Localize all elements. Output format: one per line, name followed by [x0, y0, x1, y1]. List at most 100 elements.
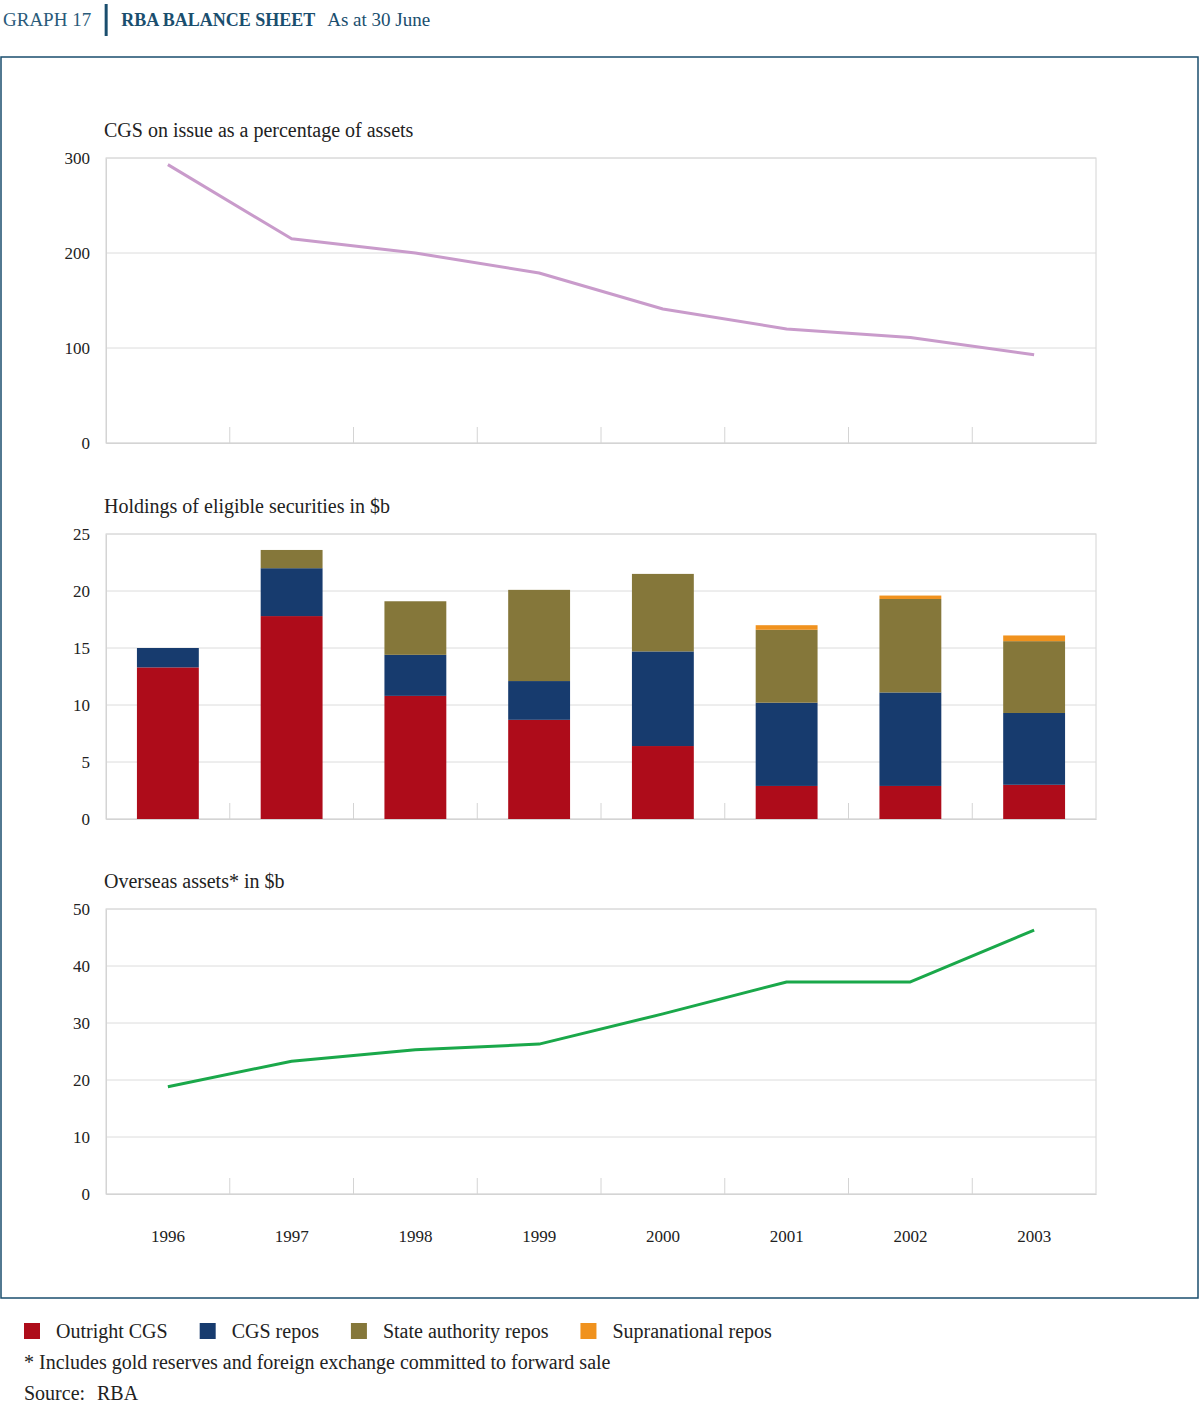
grid	[106, 158, 1096, 443]
x-tick: 1997	[275, 1194, 310, 1246]
legend-swatch	[351, 1323, 367, 1339]
bar	[879, 692, 941, 785]
bar	[261, 568, 323, 616]
x-tick: 1999	[522, 1194, 556, 1246]
x-tick-label: 2000	[646, 1227, 680, 1246]
bar	[1003, 641, 1065, 713]
source-text: RBA	[97, 1382, 139, 1404]
header-divider	[105, 4, 108, 36]
y-tick: 300	[65, 149, 107, 168]
y-tick-label: 5	[82, 753, 91, 772]
bar	[137, 648, 199, 649]
bar	[261, 549, 323, 550]
grid-line	[106, 909, 1096, 910]
band-divider	[972, 1178, 973, 1194]
chart-0: CGS on issue as a percentage of assets01…	[65, 119, 1097, 453]
line	[168, 165, 1034, 355]
bar	[756, 630, 818, 703]
bar	[879, 599, 941, 692]
chart-page: GRAPH 17RBA BALANCE SHEETAs at 30 JuneCG…	[0, 0, 1200, 1423]
x-tick: 2000	[646, 1194, 680, 1246]
x-axis-line	[107, 1194, 1097, 1195]
band-divider	[848, 803, 849, 819]
graph-label: GRAPH 17	[3, 9, 91, 30]
band-divider	[972, 427, 973, 443]
x-tick: 2003	[1017, 1194, 1051, 1246]
y-tick-label: 20	[73, 582, 90, 601]
x-axis: 19961997199819992000200120022003	[107, 1194, 1097, 1246]
x-tick-label: 1997	[275, 1227, 310, 1246]
band-divider	[477, 427, 478, 443]
bar	[756, 786, 818, 819]
chart-2: Overseas assets* in $b010203040501996199…	[73, 870, 1097, 1246]
y-axis-line	[106, 535, 107, 820]
line	[168, 930, 1034, 1087]
y-axis-line	[106, 159, 107, 444]
series-1	[137, 568, 1065, 786]
y-tick-label: 15	[73, 639, 90, 658]
legend-item: CGS repos	[200, 1320, 319, 1343]
y-tick: 10	[73, 696, 106, 715]
bar	[879, 596, 941, 599]
x-axis-line	[107, 443, 1097, 444]
grid-line	[106, 1023, 1096, 1024]
bar	[632, 651, 694, 746]
grid-line	[106, 648, 1096, 649]
grid	[106, 534, 1096, 819]
y-tick: 100	[65, 339, 107, 358]
bar	[632, 746, 694, 819]
x-tick-label: 1996	[151, 1227, 185, 1246]
band-divider	[229, 803, 230, 819]
y-tick: 15	[73, 639, 106, 658]
x-tick-label: 2002	[893, 1227, 927, 1246]
grid-line	[106, 705, 1096, 706]
band-divider	[724, 427, 725, 443]
y-axis: 01020304050	[73, 900, 107, 1204]
legend-label: Supranational repos	[612, 1320, 772, 1343]
bar	[137, 648, 199, 667]
band-divider	[848, 1178, 849, 1194]
legend-item: State authority repos	[351, 1320, 549, 1343]
legend-label: CGS repos	[232, 1320, 319, 1343]
band-dividers	[230, 427, 973, 443]
bar	[756, 625, 818, 630]
chart-title: Holdings of eligible securities in $b	[104, 495, 390, 518]
y-tick: 5	[82, 753, 107, 772]
bar	[137, 648, 199, 649]
band-dividers	[230, 803, 973, 819]
y-tick: 25	[73, 525, 106, 544]
bar	[384, 696, 446, 819]
legend-label: State authority repos	[383, 1320, 549, 1343]
legend-swatch	[200, 1323, 216, 1339]
grid-line	[106, 1137, 1096, 1138]
band-divider	[477, 1178, 478, 1194]
graph-title: RBA BALANCE SHEET	[121, 10, 315, 30]
header: GRAPH 17RBA BALANCE SHEETAs at 30 June	[3, 4, 430, 36]
bar	[879, 786, 941, 819]
y-tick-label: 0	[82, 1185, 91, 1204]
chart-1: Holdings of eligible securities in $b051…	[73, 495, 1097, 829]
legend-label: Outright CGS	[56, 1320, 168, 1343]
y-tick-label: 100	[65, 339, 91, 358]
y-tick-label: 40	[73, 957, 90, 976]
y-tick: 20	[73, 582, 106, 601]
band-divider	[724, 803, 725, 819]
band-divider	[724, 1178, 725, 1194]
chart-title: CGS on issue as a percentage of assets	[104, 119, 414, 142]
bar	[261, 550, 323, 568]
grid-line	[106, 534, 1096, 535]
band-divider	[477, 803, 478, 819]
x-axis	[107, 443, 1097, 444]
y-tick-label: 25	[73, 525, 90, 544]
y-tick: 10	[73, 1128, 106, 1147]
grid-line	[106, 348, 1096, 349]
source-label: Source:	[24, 1382, 85, 1404]
band-divider	[353, 1178, 354, 1194]
legend: Outright CGS CGS repos State authority rep…	[24, 1320, 772, 1343]
y-tick: 20	[73, 1071, 106, 1090]
grid-line	[106, 1080, 1096, 1081]
bar	[1003, 713, 1065, 785]
band-divider	[229, 1178, 230, 1194]
y-axis-line	[106, 910, 107, 1195]
y-tick: 40	[73, 957, 106, 976]
